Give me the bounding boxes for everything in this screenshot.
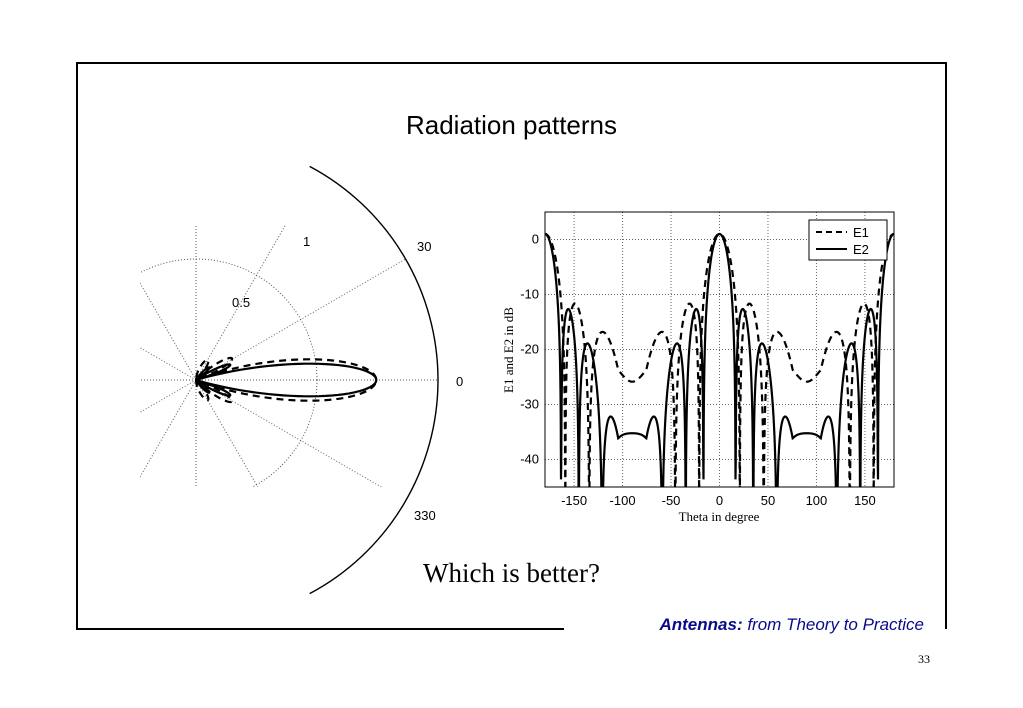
polar-spoke: [195, 258, 406, 381]
legend-box: [808, 219, 888, 261]
cartesian-trace-e2: [545, 232, 894, 487]
polar-radial-tick: 1: [303, 234, 310, 249]
x-tick-label: 0: [716, 493, 723, 508]
legend: E1 E2: [808, 219, 888, 261]
polar-angle-tick: 30: [417, 239, 431, 254]
polar-spoke: [140, 347, 197, 381]
y-axis-label: E1 and E2 in dB: [501, 307, 516, 393]
x-tick-label: -100: [610, 493, 636, 508]
polar-trace-e2: [194, 362, 378, 398]
x-tick-label: -50: [662, 493, 681, 508]
polar-labels: 0.5 1 30 0 330: [232, 234, 463, 523]
footer-citation: Antennas: from Theory to Practice: [659, 615, 924, 635]
cartesian-trace-e1: [545, 232, 894, 487]
polar-trace-e1: [194, 356, 378, 404]
y-tick-label: -10: [520, 287, 539, 302]
footer-subtitle: from Theory to Practice: [742, 615, 924, 634]
cartesian-traces: [545, 232, 894, 487]
polar-grid: [140, 225, 439, 487]
polar-angle-tick: 330: [414, 508, 436, 523]
polar-spoke: [195, 225, 287, 381]
polar-spoke: [195, 379, 383, 487]
x-tick-label: 50: [761, 493, 775, 508]
y-tick-label: -20: [520, 342, 539, 357]
polar-spoke: [140, 282, 197, 381]
cartesian-tick-labels: -150 -100 -50 0 50 100 150 0 -10 -20 -30 -40: [520, 232, 876, 509]
cartesian-chart: -150 -100 -50 0 50 100 150 0 -10 -20 -30 -40 Theta …: [501, 211, 895, 524]
x-axis-label: Theta in degree: [679, 509, 760, 524]
polar-radial-tick: 0.5: [232, 295, 250, 310]
polar-chart: 0.5 1 30 0 330: [140, 165, 463, 595]
slide-title: Radiation patterns: [405, 110, 618, 140]
x-tick-label: 100: [806, 493, 828, 508]
polar-angle-tick: 0: [456, 374, 463, 389]
footer-book-title: Antennas:: [659, 615, 743, 634]
x-tick-label: 150: [854, 493, 876, 508]
frame-top-border: [76, 62, 947, 64]
polar-outer-arc: [309, 165, 439, 595]
legend-label-e1: E1: [853, 225, 869, 240]
page-number: 33: [918, 652, 930, 666]
polar-spoke: [140, 379, 197, 413]
y-tick-label: -30: [520, 397, 539, 412]
frame-bottom-border: [76, 628, 564, 630]
polar-spoke: [195, 379, 259, 487]
frame-right-border: [945, 62, 947, 629]
polar-traces: [194, 356, 378, 404]
plot-frame: [544, 211, 895, 488]
y-tick-label: -40: [520, 452, 539, 467]
y-tick-label: 0: [532, 232, 539, 247]
x-tick-label: -150: [561, 493, 587, 508]
legend-label-e2: E2: [853, 242, 869, 257]
frame-left-border: [76, 62, 78, 629]
question-text: Which is better?: [423, 558, 600, 588]
polar-ring-outer-dotted: [381, 225, 439, 487]
